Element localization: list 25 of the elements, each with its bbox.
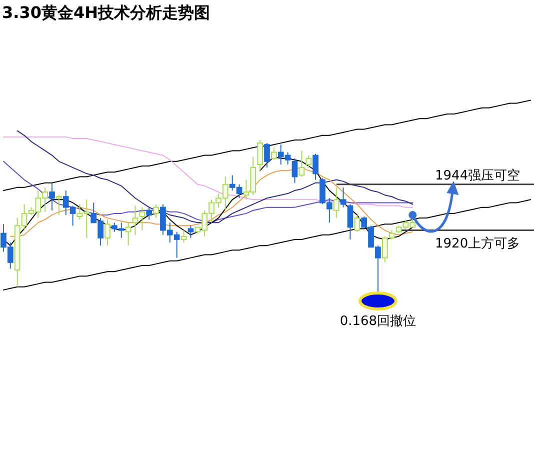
candlestick <box>56 194 62 216</box>
candlestick <box>264 142 270 168</box>
candlestick <box>347 204 354 240</box>
text: 0.168回撤位 <box>340 314 416 329</box>
candlestick <box>188 225 194 238</box>
candlestick <box>125 222 132 246</box>
candlestick <box>257 140 263 172</box>
candlestick <box>49 182 55 211</box>
ref-line-label: 1944强压可空 <box>435 168 520 184</box>
chart-title: 3.30黄金4H技术分析走势图 <box>2 3 210 22</box>
candlestick <box>139 206 146 231</box>
candlestick <box>271 147 277 160</box>
candlestick <box>180 230 187 244</box>
candlestick <box>333 186 340 219</box>
candlestick <box>298 150 305 178</box>
candlestick <box>146 206 152 220</box>
ref-line-label: 1920上方可多 <box>435 235 520 252</box>
candlestick <box>104 219 110 246</box>
candlestick <box>354 214 360 232</box>
candlestick <box>132 205 138 236</box>
candlestick <box>306 154 312 168</box>
candlestick <box>153 204 159 219</box>
candlestick <box>292 158 298 184</box>
candlestick <box>312 153 318 180</box>
candlestick <box>340 186 346 208</box>
